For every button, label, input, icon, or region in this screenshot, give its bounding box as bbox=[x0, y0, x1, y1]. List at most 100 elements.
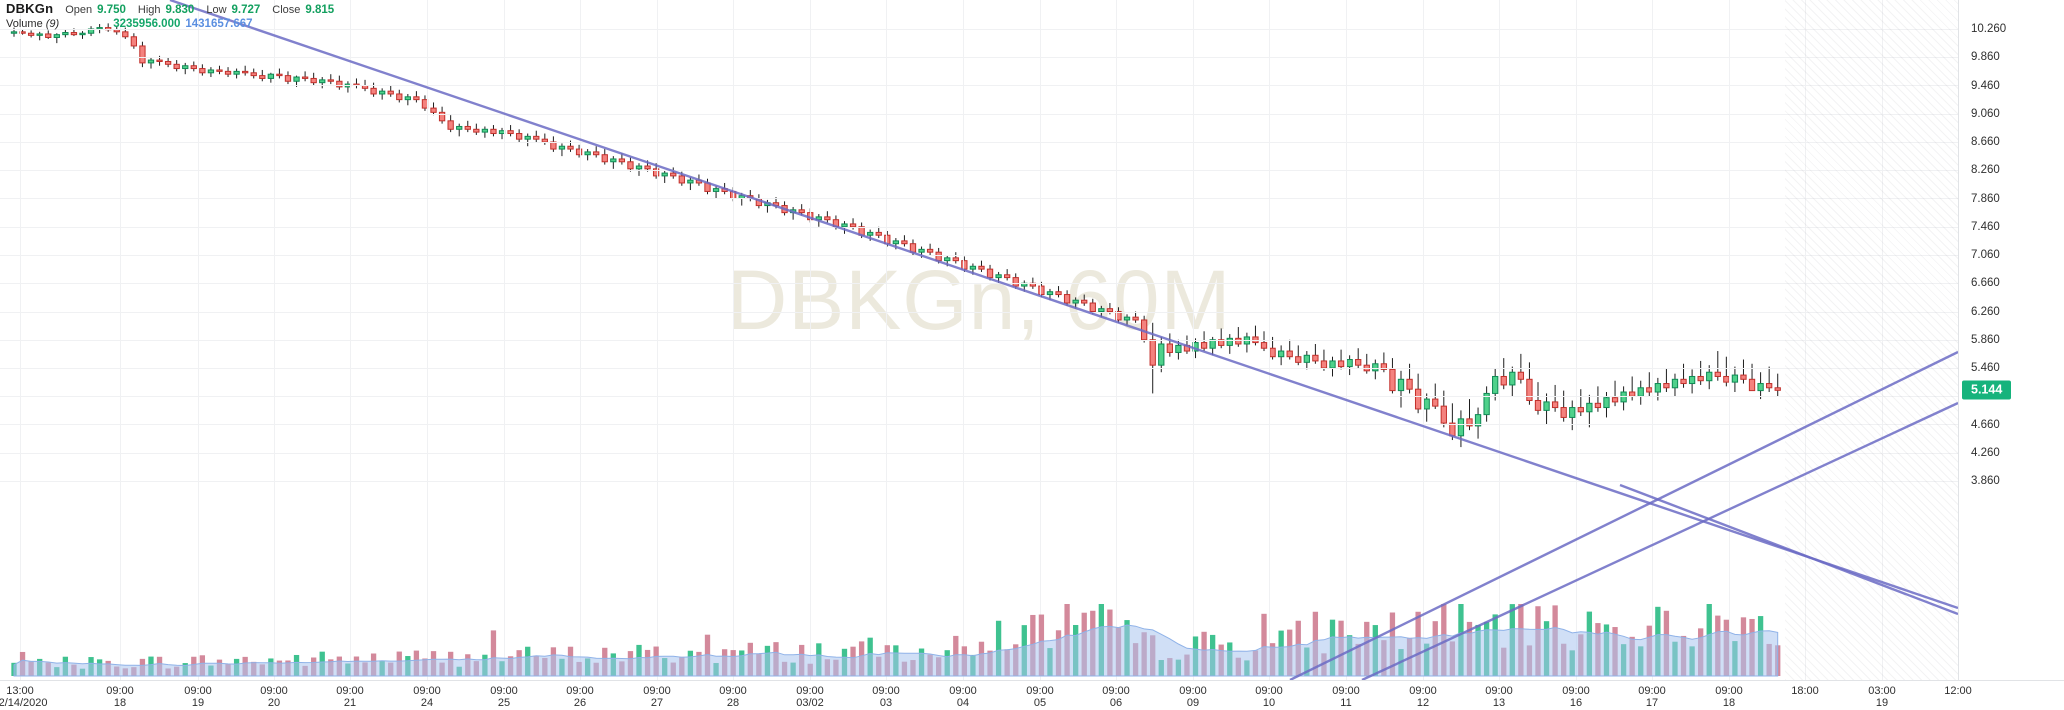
volume-series bbox=[11, 604, 1781, 677]
time-axis-tick-time: 09:00 bbox=[566, 685, 594, 697]
time-axis-tick-date: 21 bbox=[343, 697, 357, 709]
trendline-ascending-support-2[interactable] bbox=[1361, 401, 1958, 680]
time-axis-tick-date: 09 bbox=[1186, 697, 1200, 709]
time-axis-tick-date: 26 bbox=[573, 697, 587, 709]
time-axis-tick-date: 20 bbox=[267, 697, 281, 709]
gridline-vertical bbox=[963, 0, 964, 680]
gridline-vertical bbox=[733, 0, 734, 680]
time-axis-tick: 09:00 18 bbox=[106, 685, 134, 709]
time-axis-tick-date: 18 bbox=[1722, 697, 1736, 709]
gridline-vertical bbox=[274, 0, 275, 680]
high-label: High bbox=[137, 4, 161, 16]
volume-indicator-label[interactable]: Volume (9) bbox=[6, 18, 59, 31]
gridline-vertical bbox=[1193, 0, 1194, 680]
price-axis-tick: 4.660 bbox=[1971, 418, 2000, 431]
time-axis-tick-date: 18 bbox=[113, 697, 127, 709]
gridline-vertical bbox=[810, 0, 811, 680]
trendline-descending-support[interactable] bbox=[1619, 483, 1958, 616]
time-axis-tick-date: 19 bbox=[191, 697, 205, 709]
gridline-vertical bbox=[504, 0, 505, 680]
gridline-vertical bbox=[1652, 0, 1653, 680]
time-axis-tick: 09:00 13 bbox=[1485, 685, 1513, 709]
gridline-horizontal bbox=[0, 29, 1958, 30]
price-plot-area[interactable] bbox=[0, 0, 1958, 680]
current-price-badge[interactable]: 5.144 bbox=[1962, 380, 2012, 400]
time-axis[interactable]: 13:0002/14/202009:001809:001909:002009:0… bbox=[0, 680, 2064, 710]
time-axis-tick-date: 19 bbox=[1875, 697, 1889, 709]
gridline-horizontal bbox=[0, 481, 1958, 482]
gridline-vertical bbox=[20, 0, 21, 680]
price-axis-tick: 6.260 bbox=[1971, 305, 2000, 318]
candlestick-series bbox=[10, 23, 1781, 448]
time-axis-tick: 09:00 16 bbox=[1562, 685, 1590, 709]
time-axis-tick: 09:00 10 bbox=[1255, 685, 1283, 709]
low-label: Low bbox=[206, 4, 227, 16]
time-axis-tick: 09:00 09 bbox=[1179, 685, 1207, 709]
time-axis-tick: 09:00 28 bbox=[719, 685, 747, 709]
time-axis-tick-time: 09:00 bbox=[1485, 685, 1513, 697]
time-axis-tick-date: 16 bbox=[1569, 697, 1583, 709]
time-axis-tick: 09:00 04 bbox=[949, 685, 977, 709]
gridline-vertical bbox=[1805, 0, 1806, 680]
time-axis-tick: 09:00 27 bbox=[643, 685, 671, 709]
trendline-ascending-support-1[interactable] bbox=[1289, 350, 1958, 680]
gridline-vertical bbox=[1040, 0, 1041, 680]
gridline-vertical bbox=[1576, 0, 1577, 680]
time-axis-tick-time: 09:00 bbox=[413, 685, 441, 697]
time-axis-tick-date: 03 bbox=[879, 697, 893, 709]
time-axis-tick-date: 02/14/2020 bbox=[0, 697, 48, 709]
time-axis-tick: 09:00 03 bbox=[872, 685, 900, 709]
time-axis-tick: 09:00 25 bbox=[490, 685, 518, 709]
volume-period: (9) bbox=[45, 18, 60, 30]
time-axis-tick-time: 09:00 bbox=[872, 685, 900, 697]
price-axis-tick: 6.660 bbox=[1971, 277, 2000, 290]
price-axis-tick: 9.860 bbox=[1971, 51, 2000, 64]
price-axis-tick: 7.460 bbox=[1971, 220, 2000, 233]
time-axis-tick-time: 09:00 bbox=[260, 685, 288, 697]
price-axis-tick: 8.660 bbox=[1971, 136, 2000, 148]
gridline-horizontal bbox=[0, 85, 1958, 86]
gridline-horizontal bbox=[0, 340, 1958, 341]
time-axis-tick-time: 09:00 bbox=[796, 685, 824, 697]
trendline-descending-resistance[interactable] bbox=[169, 0, 1958, 610]
legend-volume-row: Volume (9) 3235956.000 1431657.667 bbox=[6, 18, 334, 31]
time-axis-tick-time: 09:00 bbox=[1102, 685, 1130, 697]
gridline-horizontal bbox=[0, 57, 1958, 58]
time-axis-tick-time: 09:00 bbox=[1179, 685, 1207, 697]
chart-legend: DBKGn Open 9.750 High 9.830 Low 9.727 Cl… bbox=[6, 2, 334, 31]
time-axis-tick: 09:00 11 bbox=[1332, 685, 1360, 709]
high-value: 9.830 bbox=[165, 4, 195, 16]
gridline-vertical bbox=[1423, 0, 1424, 680]
time-axis-tick: 09:00 05 bbox=[1026, 685, 1054, 709]
gridline-horizontal bbox=[0, 283, 1958, 284]
time-axis-tick: 03:00 19 bbox=[1868, 685, 1896, 709]
price-axis[interactable]: 10.260 9.860 9.460 9.060 8.660 8.260 7.860 7.46… bbox=[1958, 0, 2064, 680]
gridline-vertical bbox=[1116, 0, 1117, 680]
gridline-vertical bbox=[886, 0, 887, 680]
gridline-vertical bbox=[350, 0, 351, 680]
time-axis-tick-time: 09:00 bbox=[336, 685, 364, 697]
gridline-vertical bbox=[198, 0, 199, 680]
time-axis-tick-date: 03/02 bbox=[796, 697, 824, 709]
gridline-horizontal bbox=[0, 396, 1958, 397]
time-axis-tick-time: 09:00 bbox=[1715, 685, 1743, 697]
time-axis-tick-date: 13 bbox=[1492, 697, 1506, 709]
gridline-horizontal bbox=[0, 255, 1958, 256]
close-value: 9.815 bbox=[305, 4, 335, 16]
gridline-horizontal bbox=[0, 227, 1958, 228]
price-axis-tick: 4.260 bbox=[1971, 446, 2000, 459]
future-hatched-region bbox=[1785, 0, 1958, 680]
gridline-vertical bbox=[1346, 0, 1347, 680]
open-label: Open bbox=[65, 4, 93, 16]
volume-value: 3235956.000 bbox=[113, 18, 181, 30]
time-axis-tick: 09:00 06 bbox=[1102, 685, 1130, 709]
close-label: Close bbox=[272, 4, 301, 16]
legend-ohlc-row: DBKGn Open 9.750 High 9.830 Low 9.727 Cl… bbox=[6, 2, 334, 17]
trendlines-overlay[interactable] bbox=[0, 0, 1958, 680]
time-axis-tick: 09:00 19 bbox=[184, 685, 212, 709]
gridline-vertical bbox=[1729, 0, 1730, 680]
time-axis-tick-date: 10 bbox=[1262, 697, 1276, 709]
symbol-label[interactable]: DBKGn bbox=[6, 1, 54, 16]
price-axis-tick: 8.260 bbox=[1971, 164, 2000, 177]
